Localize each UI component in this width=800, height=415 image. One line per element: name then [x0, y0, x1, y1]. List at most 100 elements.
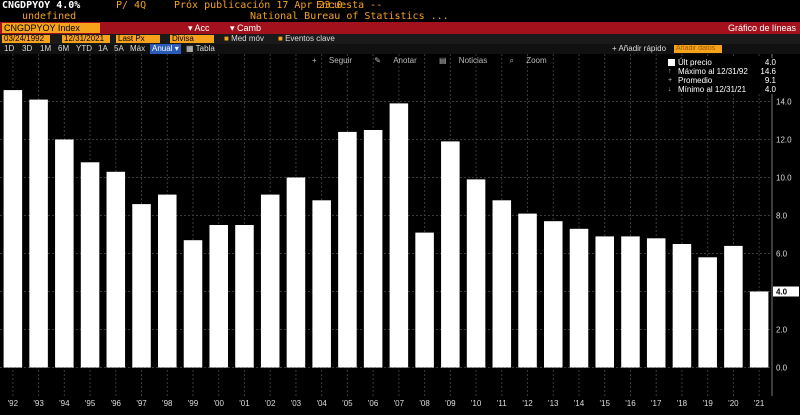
x-tick-label: '16: [625, 399, 636, 408]
bar: [569, 228, 589, 368]
x-tick-label: '20: [728, 399, 739, 408]
plus-icon: +: [312, 56, 319, 65]
x-tick-label: '13: [548, 399, 559, 408]
bar: [595, 236, 614, 368]
survey-label: Encuesta --: [316, 0, 383, 11]
chart-toolbar: + Seguir ✎ Anotar ▤ Noticias ⌕ Zoom: [312, 56, 567, 66]
x-tick-label: '10: [471, 399, 482, 408]
bar: [235, 225, 254, 368]
table-icon: ▦: [186, 44, 196, 53]
chart-legend: Últ precio 4.0 ↑ Máximo al 12/31/92 14.6 + P…: [666, 58, 778, 94]
end-date-input[interactable]: 12/31/2021: [62, 35, 110, 43]
range-5a[interactable]: 5A: [114, 44, 124, 53]
annotate-button[interactable]: ✎ Anotar: [374, 56, 417, 65]
ticker-label: CNGDPYOY 4.0%: [2, 0, 81, 11]
range-max[interactable]: Máx: [130, 44, 146, 53]
pencil-icon: ✎: [374, 56, 384, 65]
frequency-select[interactable]: Anual ▾: [150, 44, 181, 54]
bar: [286, 177, 306, 368]
x-tick-label: '98: [162, 399, 173, 408]
quick-add-button[interactable]: + Añadir rápido: [612, 44, 667, 53]
x-tick-label: '18: [677, 399, 688, 408]
x-tick-label: '01: [239, 399, 250, 408]
bar: [209, 225, 228, 368]
bar: [29, 99, 48, 368]
plot-background: [0, 54, 772, 396]
x-tick-label: '12: [522, 399, 533, 408]
x-tick-label: '07: [394, 399, 405, 408]
y-tick-label: 8.0: [776, 212, 788, 221]
bar: [621, 236, 640, 368]
source-label: National Bureau of Statistics ...: [250, 11, 449, 22]
arrow-up-icon: ↑: [668, 68, 672, 75]
legend-max: ↑ Máximo al 12/31/92 14.6: [668, 67, 776, 76]
bar: [183, 240, 203, 368]
news-button[interactable]: ▤ Noticias: [439, 56, 488, 65]
header-row-2: undefined National Bureau of Statistics …: [0, 11, 800, 22]
follow-button[interactable]: + Seguir: [312, 56, 353, 65]
x-tick-label: '09: [445, 399, 456, 408]
range-1d[interactable]: 1D: [4, 44, 15, 53]
bar: [389, 103, 409, 368]
last-px-select[interactable]: Last Px: [116, 35, 160, 43]
x-tick-label: '05: [342, 399, 353, 408]
x-tick-label: '95: [85, 399, 96, 408]
security-field[interactable]: CNGDPYOY Index: [2, 23, 100, 33]
bar: [466, 179, 486, 368]
last-value-marker-label: 4.0: [776, 288, 788, 297]
start-date-input[interactable]: 03/24/1992: [2, 35, 50, 43]
bar: [55, 139, 74, 368]
range-ytd[interactable]: YTD: [76, 44, 92, 53]
release-label: Próx publicación 17 Apr 23:0: [174, 0, 343, 11]
acc-button[interactable]: ▾ Acc: [188, 23, 210, 33]
square-icon: ■: [224, 34, 232, 43]
series-swatch: [668, 59, 675, 66]
bar: [158, 194, 177, 368]
bar-chart: 0.0 2.0 4.0 6.0 8.0 10.0 12.0 14.0 '92 '93 '94 '95 '…: [0, 54, 799, 408]
range-1a[interactable]: 1A: [98, 44, 108, 53]
moving-avg-toggle[interactable]: ■ Med móv: [224, 34, 264, 43]
add-data-input[interactable]: Añadir datos: [674, 45, 722, 53]
range-3d[interactable]: 3D: [22, 44, 33, 53]
bar: [672, 244, 692, 368]
currency-select[interactable]: Divisa local: [170, 35, 214, 51]
time-range-bar: 1D 3D 1M 6M YTD 1A 5A Máx Anual ▾ ▦ Tabl…: [0, 44, 800, 54]
zoom-icon: ⌕: [509, 56, 517, 65]
x-tick-label: '21: [754, 399, 765, 408]
bar: [646, 238, 666, 368]
arrow-down-icon: ↓: [668, 86, 672, 93]
bar: [544, 221, 563, 368]
x-tick-label: '03: [291, 399, 302, 408]
x-tick-label: '00: [214, 399, 225, 408]
x-tick-label: '02: [265, 399, 276, 408]
bar: [132, 204, 151, 368]
key-events-toggle[interactable]: ■ Eventos clave: [278, 34, 335, 43]
zoom-button[interactable]: ⌕ Zoom: [509, 56, 547, 65]
y-tick-label: 0.0: [776, 364, 788, 373]
plus-icon: +: [668, 77, 673, 84]
bar: [363, 130, 383, 368]
legend-avg: + Promedio 9.1: [668, 76, 776, 85]
range-1m[interactable]: 1M: [40, 44, 52, 53]
page-title: Gráfico de líneas: [727, 23, 796, 33]
x-tick-label: '94: [59, 399, 70, 408]
x-tick-label: '96: [111, 399, 122, 408]
header-row-1: CNGDPYOY 4.0% P/ 4Q Próx publicación 17 …: [0, 0, 800, 11]
range-6m[interactable]: 6M: [58, 44, 70, 53]
bar: [441, 141, 460, 368]
y-tick-label: 2.0: [776, 326, 788, 335]
x-tick-label: '17: [651, 399, 662, 408]
y-tick-label: 12.0: [776, 136, 792, 145]
y-tick-label: 14.0: [776, 98, 792, 107]
x-tick-label: '93: [33, 399, 44, 408]
bar: [749, 291, 769, 368]
last-value: 4.0%: [56, 0, 81, 11]
x-tick-label: '99: [188, 399, 199, 408]
period-label: P/ 4Q: [116, 0, 147, 11]
legend-last: Últ precio 4.0: [666, 58, 778, 67]
x-tick-label: '19: [702, 399, 713, 408]
x-tick-label: '04: [316, 399, 327, 408]
table-toggle[interactable]: ▦ Tabla: [186, 44, 215, 53]
bar: [492, 200, 512, 368]
camb-button[interactable]: ▾ Camb: [230, 23, 262, 33]
